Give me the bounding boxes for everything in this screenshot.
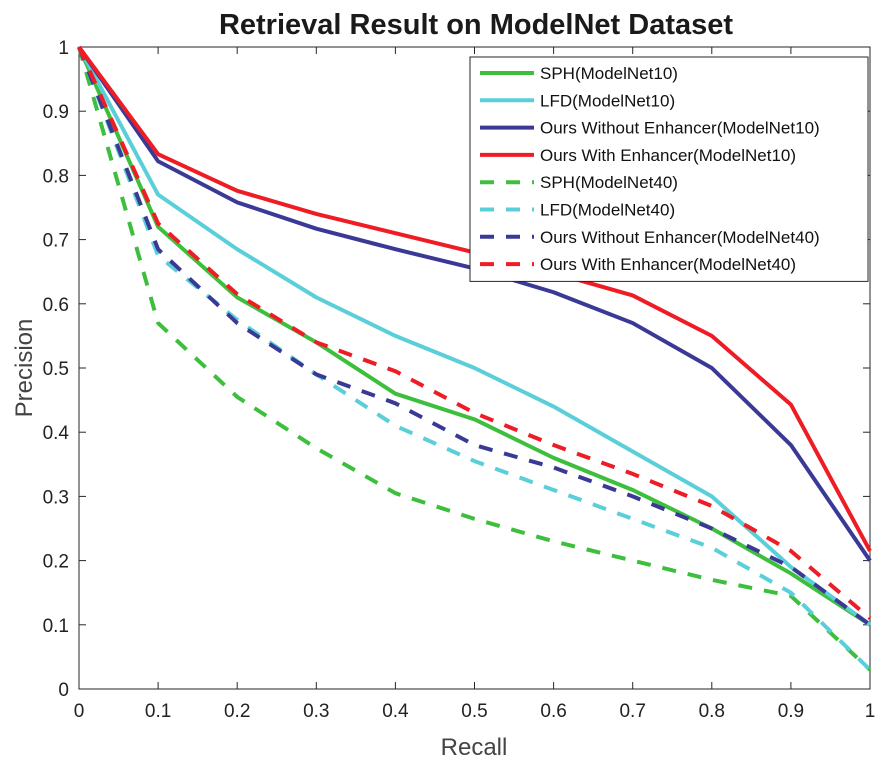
y-tick-label: 0.1 (43, 616, 69, 637)
y-tick-label: 0.4 (43, 423, 70, 444)
x-tick-label: 0.4 (382, 701, 409, 722)
x-tick-label: 0.7 (619, 701, 645, 722)
x-tick-label: 0.9 (778, 701, 804, 722)
y-tick-label: 0.6 (43, 295, 69, 316)
series-line-2 (77, 46, 872, 627)
legend-label-8: Ours With Enhancer(ModelNet40) (540, 255, 796, 274)
x-axis-label: Recall (441, 734, 508, 761)
legend-label-2: LFD(ModelNet10) (540, 91, 675, 110)
legend-box (469, 56, 869, 282)
y-axis-label: Precision (11, 319, 38, 418)
series-line-7 (77, 46, 872, 627)
legend-label-6: LFD(ModelNet40) (540, 201, 675, 220)
x-tick-label: 0.1 (145, 701, 171, 722)
y-tick-label: 0.3 (43, 487, 69, 508)
x-tick-label: 0.8 (699, 701, 725, 722)
legend: SPH(ModelNet10) LFD(ModelNet10) Ours Witho… (469, 56, 869, 282)
x-tick-label: 0.2 (224, 701, 250, 722)
series-line-8 (77, 46, 872, 620)
y-tick-label: 0.5 (43, 359, 69, 380)
x-tick-label: 0.6 (540, 701, 566, 722)
y-tick-label: 1 (58, 38, 69, 59)
x-tick-label: 1 (865, 701, 876, 722)
legend-label-1: SPH(ModelNet10) (540, 64, 678, 83)
chart-title: Retrieval Result on ModelNet Dataset (219, 9, 733, 41)
y-tick-label: 0 (58, 680, 69, 701)
y-tick-label: 0.9 (43, 102, 69, 123)
series-line-5 (77, 46, 872, 672)
x-tick-label: 0.3 (303, 701, 329, 722)
x-tick-label: 0.5 (461, 701, 487, 722)
series-line-1 (77, 46, 872, 627)
x-tick-label: 0 (74, 701, 85, 722)
legend-label-3: Ours Without Enhancer(ModelNet10) (540, 119, 820, 138)
y-tick-label: 0.8 (43, 166, 69, 187)
legend-label-5: SPH(ModelNet40) (540, 173, 678, 192)
y-tick-label: 0.2 (43, 552, 69, 573)
legend-label-4: Ours With Enhancer(ModelNet10) (540, 146, 796, 165)
y-tick-label: 0.7 (43, 231, 69, 252)
legend-label-7: Ours Without Enhancer(ModelNet40) (540, 228, 820, 247)
series-layer (77, 45, 872, 672)
